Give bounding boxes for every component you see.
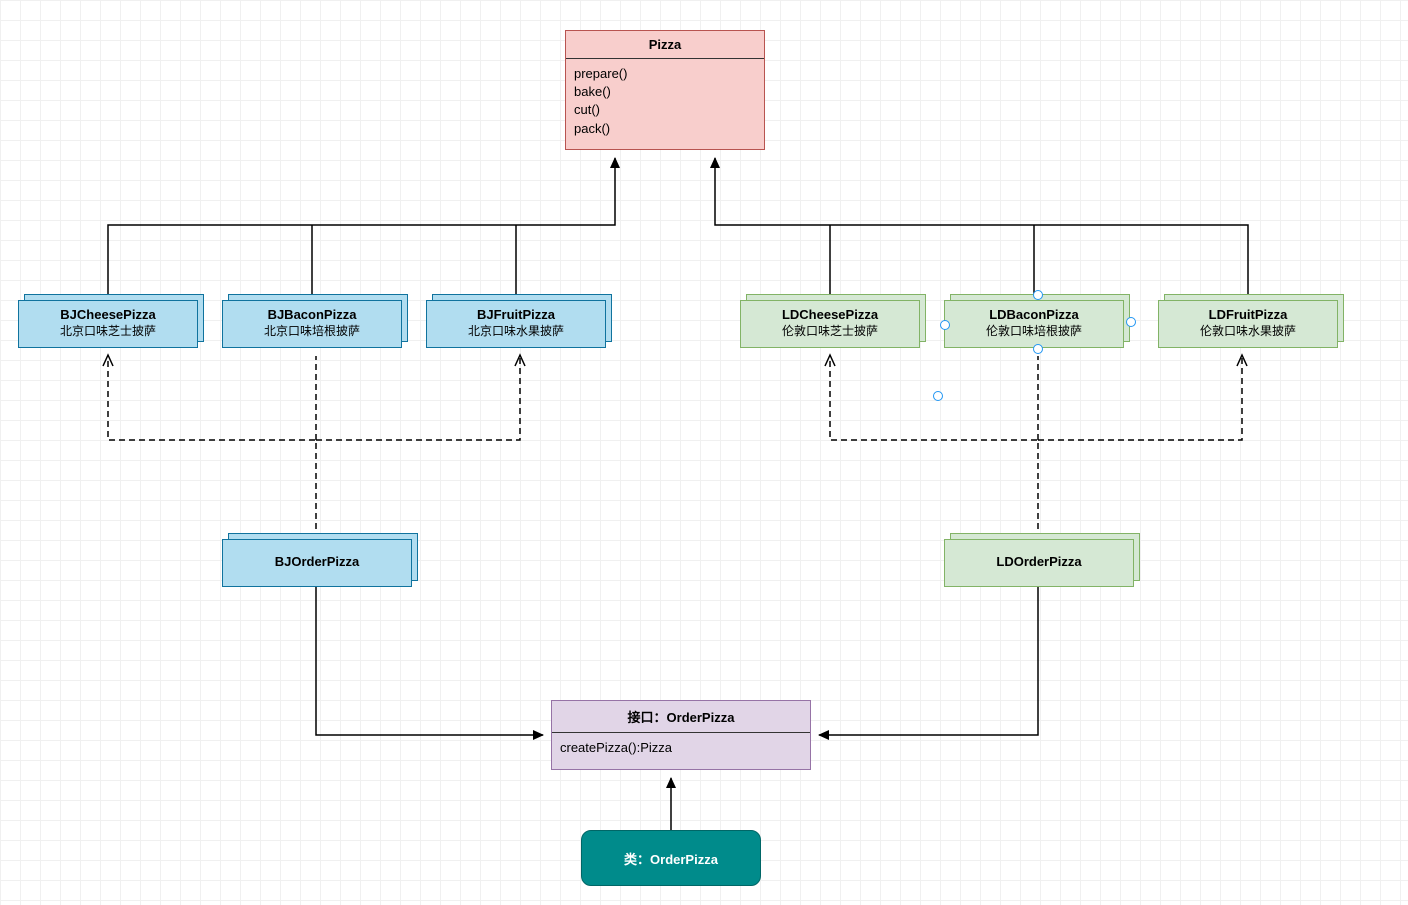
node-order-interface[interactable]: 接口：OrderPizzacreatePizza():Pizza [551,700,811,770]
node-title: BJFruitPizza [431,307,601,322]
node-subtitle: 北京口味培根披萨 [227,322,397,339]
selection-handle[interactable] [933,391,943,401]
node-title: BJBaconPizza [227,307,397,322]
edge-inherit_right [715,158,1248,300]
selection-handle[interactable] [1126,317,1136,327]
pizza-method: prepare() [574,65,756,83]
edge-dep_bj_fruit [316,356,520,440]
node-ld_bacon[interactable]: LDBaconPizza伦敦口味培根披萨 [944,300,1124,348]
node-subtitle: 伦敦口味培根披萨 [949,322,1119,339]
node-title: 类：OrderPizza [586,849,756,868]
node-title: BJOrderPizza [227,554,407,569]
node-bj_fruit[interactable]: BJFruitPizza北京口味水果披萨 [426,300,606,348]
node-title: LDBaconPizza [949,307,1119,322]
node-ld_cheese[interactable]: LDCheesePizza伦敦口味芝士披萨 [740,300,920,348]
node-ld_fruit[interactable]: LDFruitPizza伦敦口味水果披萨 [1158,300,1338,348]
pizza-method: bake() [574,83,756,101]
node-subtitle: 北京口味芝士披萨 [23,322,193,339]
node-title: BJCheesePizza [23,307,193,322]
edge-inherit_left [108,158,615,300]
edge-impl_ld [819,587,1038,735]
node-bj_cheese[interactable]: BJCheesePizza北京口味芝士披萨 [18,300,198,348]
pizza-title: Pizza [566,31,764,59]
interface-title: 接口：OrderPizza [552,701,810,733]
node-title: LDOrderPizza [949,554,1129,569]
node-subtitle: 北京口味水果披萨 [431,322,601,339]
node-subtitle: 伦敦口味芝士披萨 [745,322,915,339]
selection-handle[interactable] [1033,290,1043,300]
edge-dep_ld_fruit [1038,356,1242,440]
pizza-method: pack() [574,120,756,138]
edge-impl_bj [316,587,543,735]
node-title: LDCheesePizza [745,307,915,322]
node-ld_order[interactable]: LDOrderPizza [944,539,1134,587]
interface-method: createPizza():Pizza [552,733,810,763]
node-bj_order[interactable]: BJOrderPizza [222,539,412,587]
node-title: LDFruitPizza [1163,307,1333,322]
pizza-methods: prepare()bake()cut()pack() [566,59,764,144]
pizza-method: cut() [574,101,756,119]
node-pizza[interactable]: Pizzaprepare()bake()cut()pack() [565,30,765,150]
edge-dep_ld_cheese [830,356,1038,539]
selection-handle[interactable] [940,320,950,330]
node-subtitle: 伦敦口味水果披萨 [1163,322,1333,339]
node-order-class[interactable]: 类：OrderPizza [581,830,761,886]
edge-dep_bj_cheese [108,356,316,539]
node-bj_bacon[interactable]: BJBaconPizza北京口味培根披萨 [222,300,402,348]
selection-handle[interactable] [1033,344,1043,354]
